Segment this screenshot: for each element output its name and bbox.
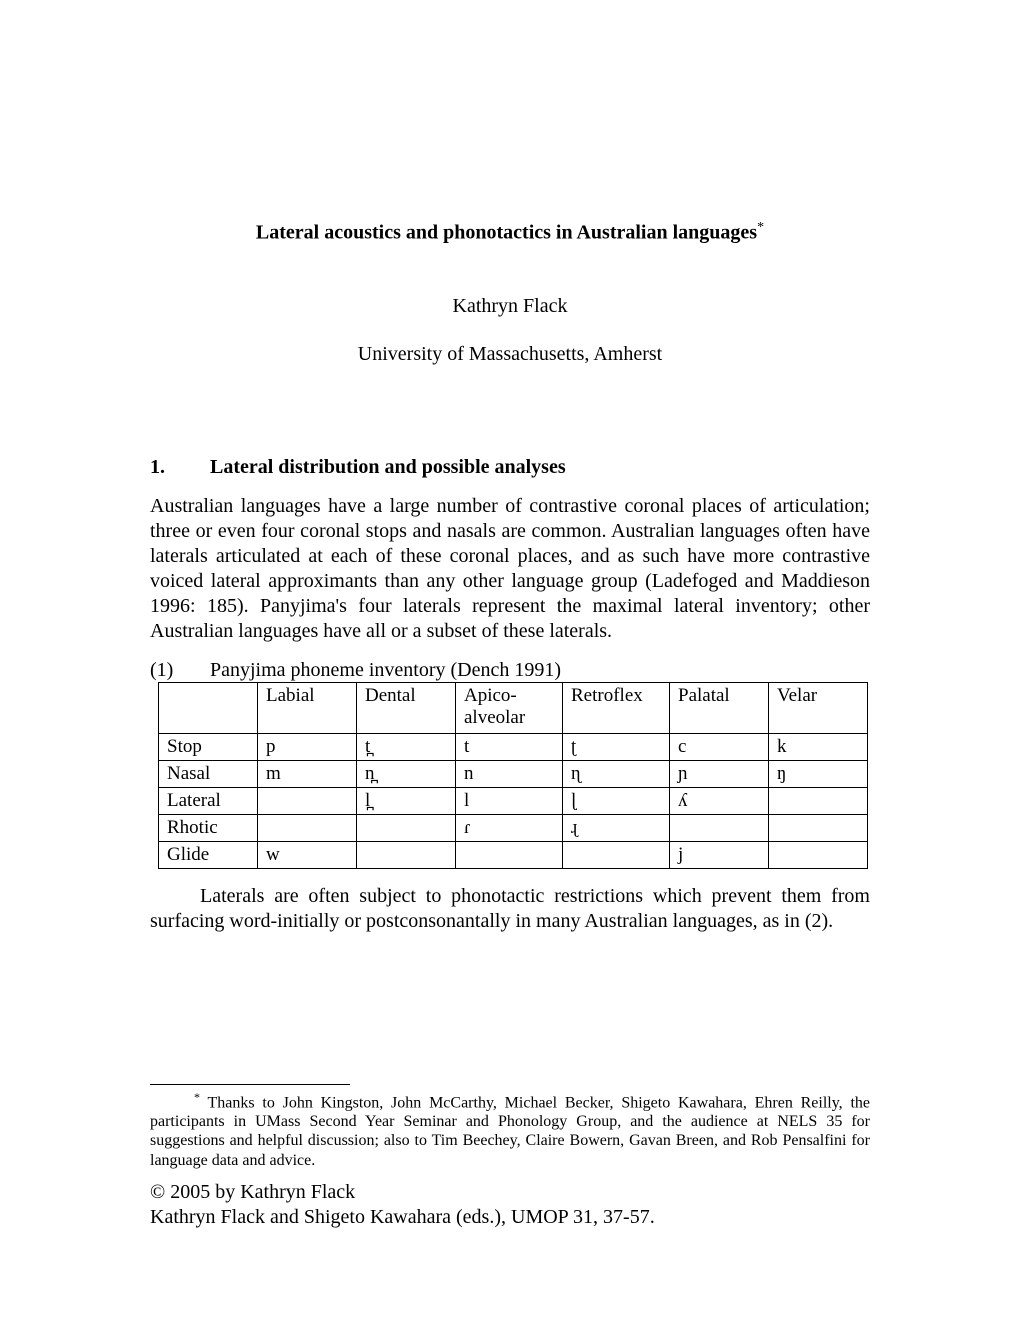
page-container: Lateral acoustics and phonotactics in Au… <box>0 0 1020 1310</box>
example-title: Panyjima phoneme inventory (Dench 1991) <box>210 659 561 681</box>
table-row: Nasal m n̪ n ɳ ɲ ŋ <box>159 760 868 787</box>
cell <box>258 787 357 814</box>
row-header: Stop <box>159 733 258 760</box>
table-header-row: Labial Dental Apico-alveolar Retroflex P… <box>159 682 868 733</box>
cell <box>769 787 868 814</box>
col-header: Labial <box>258 682 357 733</box>
table-corner-cell <box>159 682 258 733</box>
title-footnote-marker: * <box>757 220 764 235</box>
cell: c <box>670 733 769 760</box>
cell: ɲ <box>670 760 769 787</box>
cell: ɳ <box>563 760 670 787</box>
cell <box>769 814 868 841</box>
row-header: Rhotic <box>159 814 258 841</box>
copyright-line-1: © 2005 by Kathryn Flack <box>150 1180 870 1205</box>
col-header: Apico-alveolar <box>456 682 563 733</box>
paragraph-1: Australian languages have a large number… <box>150 494 870 644</box>
col-header: Velar <box>769 682 868 733</box>
col-header: Retroflex <box>563 682 670 733</box>
footnote: * Thanks to John Kingston, John McCarthy… <box>150 1090 870 1170</box>
cell: ɾ <box>456 814 563 841</box>
cell: j <box>670 841 769 868</box>
copyright: © 2005 by Kathryn Flack Kathryn Flack an… <box>150 1180 870 1230</box>
cell <box>357 841 456 868</box>
table-row: Stop p t̪ t ʈ c k <box>159 733 868 760</box>
paragraph-2: Laterals are often subject to phonotacti… <box>150 884 870 934</box>
example-caption: (1)Panyjima phoneme inventory (Dench 199… <box>150 659 870 682</box>
footnote-separator <box>150 1084 350 1085</box>
cell: l <box>456 787 563 814</box>
cell: p <box>258 733 357 760</box>
author-name: Kathryn Flack <box>150 295 870 318</box>
copyright-line-2: Kathryn Flack and Shigeto Kawahara (eds.… <box>150 1205 870 1230</box>
cell: w <box>258 841 357 868</box>
col-header: Palatal <box>670 682 769 733</box>
cell <box>357 814 456 841</box>
cell: l̪ <box>357 787 456 814</box>
footnote-marker: * <box>150 1090 200 1104</box>
cell <box>258 814 357 841</box>
example-number: (1) <box>150 659 210 682</box>
row-header: Glide <box>159 841 258 868</box>
row-header: Nasal <box>159 760 258 787</box>
title-text: Lateral acoustics and phonotactics in Au… <box>256 222 757 244</box>
cell: ɻ <box>563 814 670 841</box>
table-row: Rhotic ɾ ɻ <box>159 814 868 841</box>
cell <box>563 841 670 868</box>
footnote-text: Thanks to John Kingston, John McCarthy, … <box>150 1094 870 1169</box>
cell: ŋ <box>769 760 868 787</box>
cell <box>769 841 868 868</box>
cell: m <box>258 760 357 787</box>
table-row: Glide w j <box>159 841 868 868</box>
cell: t̪ <box>357 733 456 760</box>
cell: ʎ <box>670 787 769 814</box>
section-title: Lateral distribution and possible analys… <box>210 456 566 478</box>
section-heading: 1.Lateral distribution and possible anal… <box>150 456 870 479</box>
row-header: Lateral <box>159 787 258 814</box>
table-row: Lateral l̪ l ɭ ʎ <box>159 787 868 814</box>
cell: t <box>456 733 563 760</box>
cell <box>456 841 563 868</box>
cell: ɭ <box>563 787 670 814</box>
cell <box>670 814 769 841</box>
section-number: 1. <box>150 456 210 479</box>
affiliation: University of Massachusetts, Amherst <box>150 343 870 366</box>
cell: k <box>769 733 868 760</box>
phoneme-table: Labial Dental Apico-alveolar Retroflex P… <box>158 682 868 869</box>
cell: n̪ <box>357 760 456 787</box>
col-header: Dental <box>357 682 456 733</box>
cell: n <box>456 760 563 787</box>
paper-title: Lateral acoustics and phonotactics in Au… <box>150 220 870 245</box>
cell: ʈ <box>563 733 670 760</box>
